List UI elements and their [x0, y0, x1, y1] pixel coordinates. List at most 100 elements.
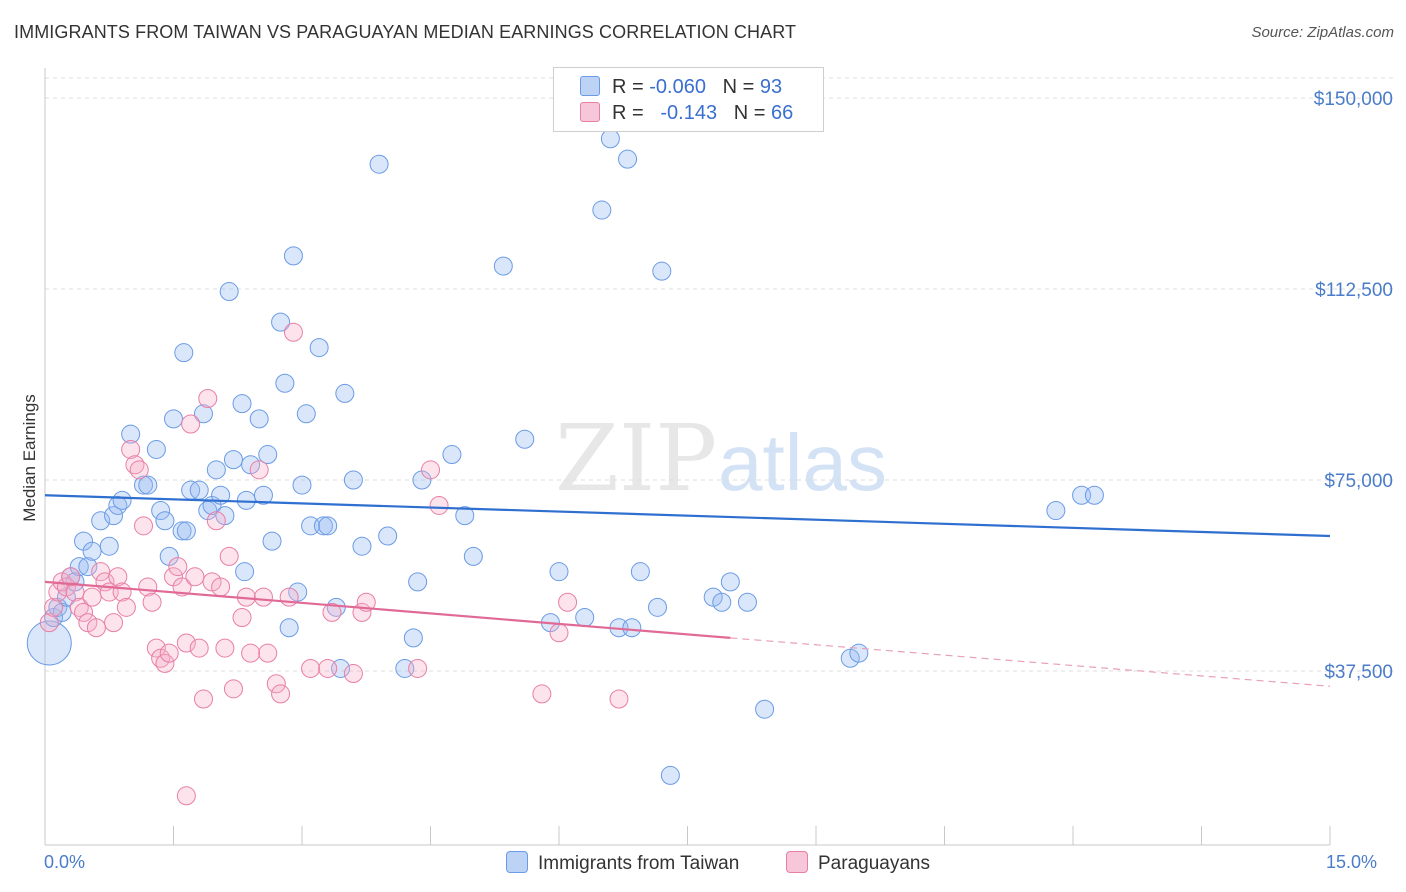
- point-paraguayans: [65, 582, 85, 602]
- point-paraguayans: [322, 602, 342, 622]
- point-paraguayans: [134, 516, 154, 536]
- point-paraguayans: [408, 658, 428, 678]
- point-taiwan: [151, 501, 171, 521]
- point-taiwan: [403, 628, 423, 648]
- point-paraguayans: [176, 633, 196, 653]
- chart-title: IMMIGRANTS FROM TAIWAN VS PARAGUAYAN MED…: [14, 22, 797, 42]
- point-paraguayans: [181, 414, 201, 434]
- watermark-zip: ZIP: [555, 405, 717, 512]
- point-taiwan: [219, 282, 239, 302]
- point-taiwan: [408, 572, 428, 592]
- bottom-legend-taiwan: Immigrants from Taiwan: [506, 851, 739, 875]
- point-paraguayans: [159, 643, 179, 663]
- point-paraguayans: [279, 587, 299, 607]
- point-taiwan: [618, 149, 638, 169]
- y-tick-label: $37,500: [1324, 662, 1393, 683]
- point-paraguayans: [271, 684, 291, 704]
- legend-r-label: R =: [612, 102, 644, 124]
- point-paraguayans: [172, 577, 192, 597]
- legend-swatch-taiwan: [580, 76, 600, 96]
- point-paraguayans: [61, 567, 81, 587]
- point-paraguayans: [318, 658, 338, 678]
- point-paraguayans: [185, 567, 205, 587]
- point-paraguayans: [44, 597, 64, 617]
- x-tick-label-max: 15.0%: [1326, 852, 1378, 872]
- point-paraguayans: [223, 679, 243, 699]
- point-taiwan: [352, 536, 372, 556]
- bottom-legend-paraguayans: Paraguayans: [786, 851, 930, 875]
- watermark-atlas: atlas: [718, 418, 887, 507]
- point-taiwan: [164, 409, 183, 429]
- point-paraguayans: [39, 613, 59, 633]
- point-taiwan: [253, 485, 273, 505]
- point-taiwan: [271, 312, 291, 332]
- point-taiwan: [712, 592, 732, 612]
- point-taiwan: [279, 618, 299, 638]
- point-taiwan: [549, 562, 569, 582]
- point-taiwan: [91, 511, 111, 531]
- point-paraguayans: [155, 653, 175, 673]
- point-taiwan: [575, 608, 595, 628]
- point-taiwan: [172, 521, 192, 541]
- y-tick-label: $150,000: [1314, 89, 1393, 110]
- point-taiwan: [283, 246, 303, 266]
- point-paraguayans: [241, 643, 261, 663]
- point-taiwan: [737, 592, 757, 612]
- point-taiwan: [622, 618, 642, 638]
- point-paraguayans: [189, 638, 209, 658]
- point-taiwan: [755, 699, 775, 719]
- point-taiwan: [378, 526, 398, 546]
- legend-r-label: R =: [612, 76, 644, 98]
- point-taiwan: [138, 475, 158, 495]
- point-paraguayans: [176, 786, 196, 806]
- point-taiwan: [720, 572, 740, 592]
- point-paraguayans: [91, 562, 111, 582]
- trendline-paraguayans-extension: [730, 637, 1331, 687]
- point-taiwan: [78, 557, 98, 577]
- point-paraguayans: [343, 664, 363, 684]
- stats-legend: R = -0.060 N = 93 R = -0.143 N = 66: [553, 67, 824, 132]
- point-taiwan: [630, 562, 650, 582]
- legend-r-value-taiwan: -0.060: [649, 76, 706, 98]
- point-paraguayans: [206, 511, 226, 531]
- point-taiwan: [1084, 485, 1104, 505]
- point-taiwan: [652, 261, 672, 281]
- legend-n-value-taiwan: 93: [759, 76, 783, 98]
- legend-swatch-paraguayans: [580, 102, 600, 122]
- point-taiwan: [309, 338, 329, 358]
- point-paraguayans: [219, 546, 239, 566]
- trendline-taiwan: [44, 494, 1331, 538]
- point-paraguayans: [558, 592, 578, 612]
- point-taiwan: [592, 200, 612, 220]
- point-paraguayans: [142, 592, 162, 612]
- point-taiwan: [262, 531, 282, 551]
- point-taiwan: [155, 511, 175, 531]
- point-paraguayans: [121, 439, 141, 459]
- point-paraguayans: [258, 643, 278, 663]
- point-taiwan: [258, 445, 278, 465]
- point-paraguayans: [253, 587, 273, 607]
- point-taiwan: [600, 129, 620, 149]
- point-taiwan: [146, 439, 166, 459]
- legend-r-value-paraguayans: -0.143: [660, 102, 718, 124]
- point-taiwan: [455, 506, 475, 526]
- point-taiwan: [223, 450, 243, 470]
- point-taiwan: [442, 445, 462, 465]
- point-paraguayans: [129, 460, 149, 480]
- point-paraguayans: [108, 567, 128, 587]
- point-taiwan: [176, 521, 196, 541]
- point-paraguayans: [168, 557, 188, 577]
- point-paraguayans: [232, 608, 252, 628]
- point-paraguayans: [249, 460, 269, 480]
- point-paraguayans: [211, 577, 231, 597]
- point-paraguayans: [609, 689, 629, 709]
- legend-row-taiwan: R = -0.060 N = 93: [580, 76, 782, 100]
- point-taiwan: [82, 541, 102, 561]
- legend-n-label: N =: [722, 76, 755, 98]
- point-taiwan: [134, 475, 154, 495]
- point-taiwan: [660, 765, 680, 785]
- bottom-legend-swatch-taiwan: [506, 851, 528, 873]
- point-taiwan: [648, 597, 668, 617]
- y-tick-label: $75,000: [1324, 471, 1393, 492]
